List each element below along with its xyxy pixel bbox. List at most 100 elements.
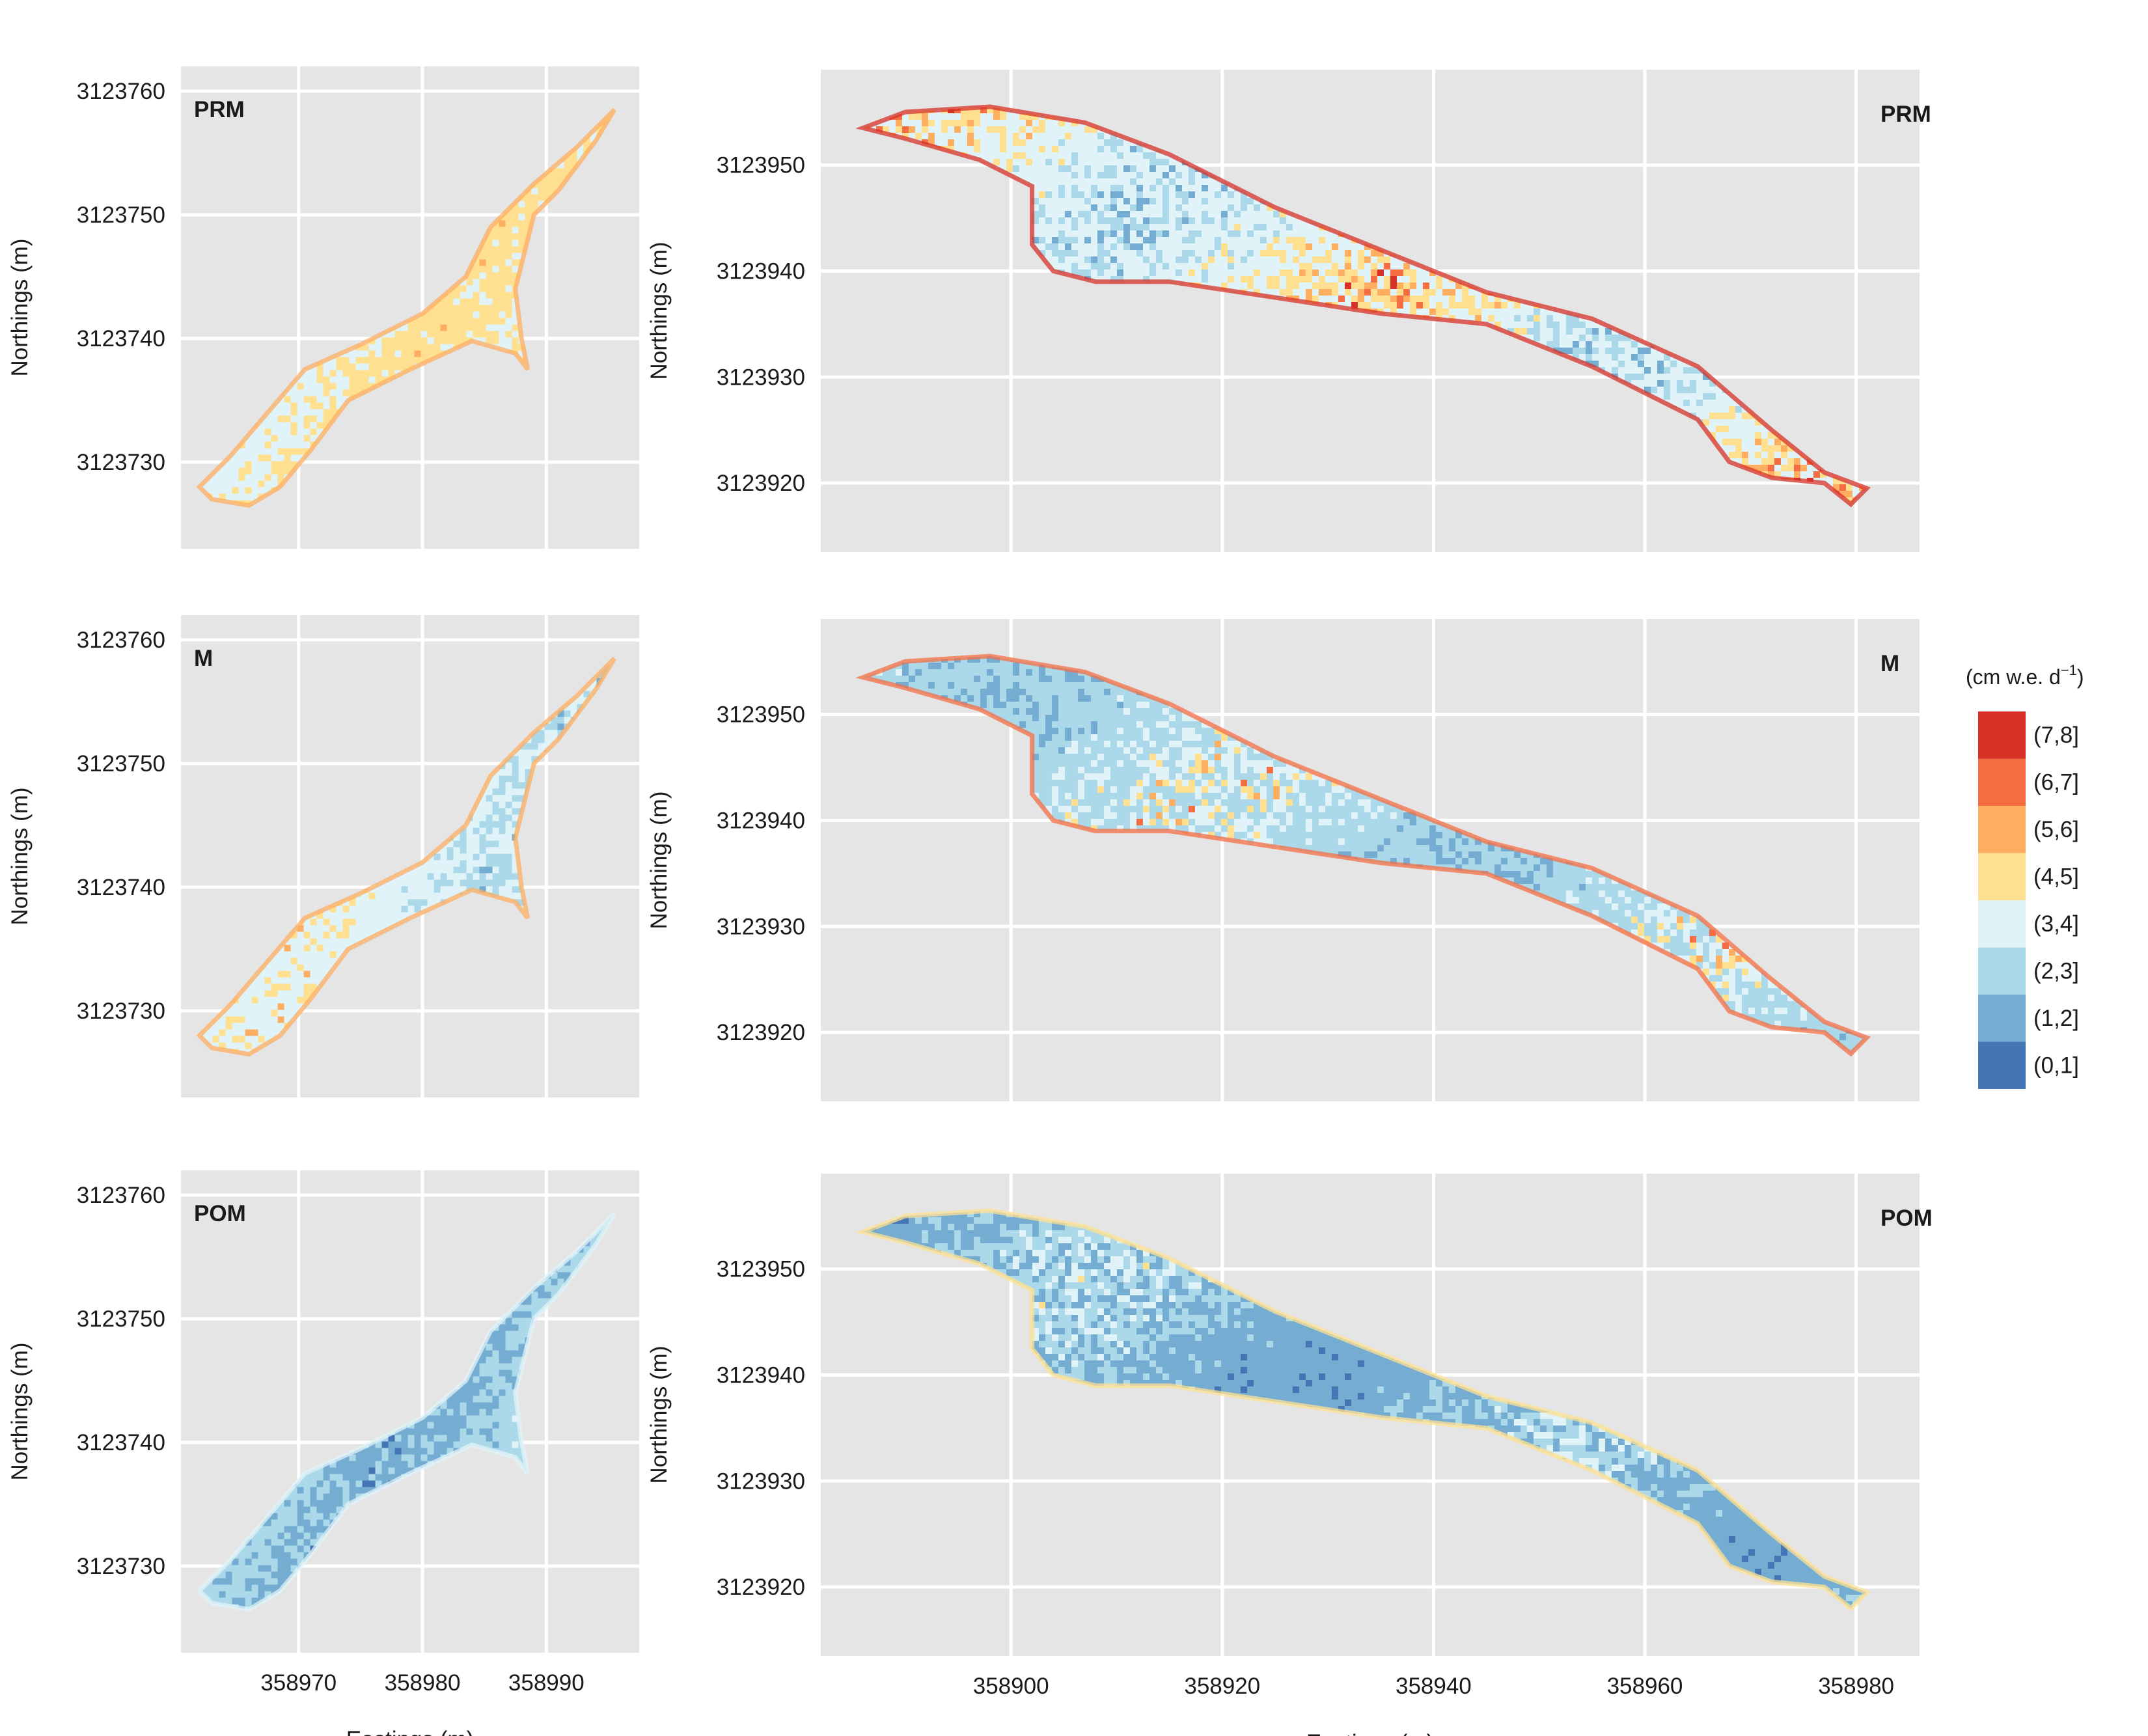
heatmap-cell — [310, 396, 318, 404]
heatmap-cell — [492, 285, 500, 293]
heatmap-cell — [394, 337, 402, 345]
heatmap-cell — [479, 292, 487, 299]
heatmap-cell — [427, 350, 435, 358]
heatmap-cell — [460, 298, 467, 306]
heatmap-cell — [973, 107, 981, 114]
heatmap-cell — [1032, 133, 1040, 140]
heatmap-cell — [362, 350, 370, 358]
heatmap-cell — [394, 350, 402, 358]
heatmap-cell — [388, 331, 396, 338]
heatmap-cell — [264, 480, 272, 488]
heatmap-cell — [486, 246, 493, 254]
heatmap-cell — [967, 133, 974, 140]
heatmap-cell — [544, 174, 552, 182]
heatmap-cell — [1019, 113, 1026, 120]
heatmap-cell — [473, 331, 480, 338]
heatmap-cell — [238, 461, 246, 469]
heatmap-cell — [1058, 133, 1066, 140]
heatmap-cell — [512, 324, 519, 332]
heatmap-cell — [1025, 133, 1033, 140]
heatmap-cell — [492, 227, 500, 234]
heatmap-cell — [427, 337, 435, 345]
heatmap-cell — [1025, 139, 1033, 146]
heatmap-cell — [1071, 139, 1079, 146]
heatmap-cell — [479, 253, 487, 260]
heatmap-cell — [245, 454, 253, 462]
heatmap-cell — [486, 324, 493, 332]
heatmap-cell — [303, 370, 311, 378]
heatmap-cell — [902, 113, 909, 120]
heatmap-cell — [473, 298, 480, 306]
heatmap-cell — [518, 240, 526, 247]
heatmap-cell — [1006, 126, 1013, 133]
heatmap-cell — [466, 298, 474, 306]
heatmap-cell — [980, 113, 987, 120]
heatmap-cell — [349, 357, 357, 365]
heatmap-cell — [420, 350, 428, 358]
heatmap-cell — [271, 435, 279, 443]
heatmap-cell — [564, 161, 571, 169]
heatmap-cell — [284, 402, 292, 410]
heatmap-cell — [570, 161, 578, 169]
heatmap-cell — [349, 350, 357, 358]
heatmap-cell — [206, 480, 213, 488]
heatmap-cell — [407, 337, 415, 345]
heatmap-cell — [928, 113, 935, 120]
heatmap-cell — [1064, 126, 1072, 133]
heatmap-cell — [362, 363, 370, 371]
heatmap-cell — [888, 120, 896, 127]
heatmap-cell — [473, 311, 480, 319]
heatmap-cell — [479, 285, 487, 293]
heatmap-cell — [258, 461, 266, 469]
heatmap-cell — [329, 383, 337, 391]
heatmap-cell — [316, 402, 324, 410]
heatmap-cell — [557, 161, 565, 169]
heatmap-cell — [349, 383, 357, 391]
heatmap-cell — [499, 331, 506, 338]
heatmap-cell — [928, 133, 935, 140]
heatmap-cell — [499, 246, 506, 254]
heatmap-cell — [1064, 120, 1072, 127]
heatmap-cell — [980, 120, 987, 127]
heatmap-cell — [342, 370, 350, 378]
heatmap-cell — [1110, 133, 1118, 140]
heatmap-cell — [902, 133, 909, 140]
heatmap-cell — [297, 402, 305, 410]
heatmap-cell — [1129, 146, 1137, 153]
heatmap-cell — [518, 200, 526, 208]
heatmap-cell — [453, 285, 461, 293]
heatmap-cell — [928, 120, 935, 127]
heatmap-cell — [245, 461, 253, 469]
heatmap-cell — [460, 337, 467, 345]
heatmap-cell — [499, 279, 506, 286]
heatmap-cell — [1077, 139, 1085, 146]
heatmap-cell — [381, 337, 389, 345]
heatmap-cell — [434, 324, 441, 332]
heatmap-cell — [271, 415, 279, 423]
heatmap-cell — [264, 448, 272, 456]
heatmap-cell — [381, 363, 389, 371]
heatmap-cell — [310, 370, 318, 378]
heatmap-cell — [368, 376, 376, 384]
heatmap-cell — [297, 441, 305, 449]
heatmap-cell — [1090, 146, 1098, 153]
heatmap-cell — [349, 363, 357, 371]
heatmap-cell — [375, 376, 383, 384]
heatmap-cell — [557, 168, 565, 176]
heatmap-cell — [1012, 120, 1020, 127]
heatmap-cell — [954, 139, 961, 146]
heatmap-cell — [505, 246, 513, 254]
heatmap-cell — [258, 448, 266, 456]
heatmap-cell — [934, 133, 942, 140]
heatmap-cell — [499, 311, 506, 319]
heatmap-cell — [297, 376, 305, 384]
heatmap-cell — [1103, 133, 1111, 140]
heatmap-cell — [225, 461, 233, 469]
heatmap-cell — [303, 428, 311, 436]
heatmap-cell — [921, 126, 929, 133]
heatmap-cell — [303, 441, 311, 449]
heatmap-cell — [251, 461, 259, 469]
heatmap-cell — [512, 272, 519, 280]
heatmap-cell — [310, 415, 318, 423]
heatmap-cell — [999, 113, 1007, 120]
